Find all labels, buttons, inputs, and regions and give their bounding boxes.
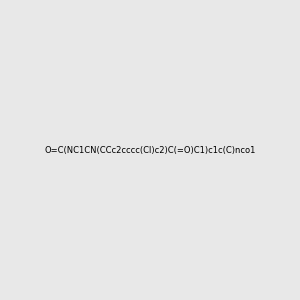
Text: O=C(NC1CN(CCc2cccc(Cl)c2)C(=O)C1)c1c(C)nco1: O=C(NC1CN(CCc2cccc(Cl)c2)C(=O)C1)c1c(C)n…	[44, 146, 256, 154]
